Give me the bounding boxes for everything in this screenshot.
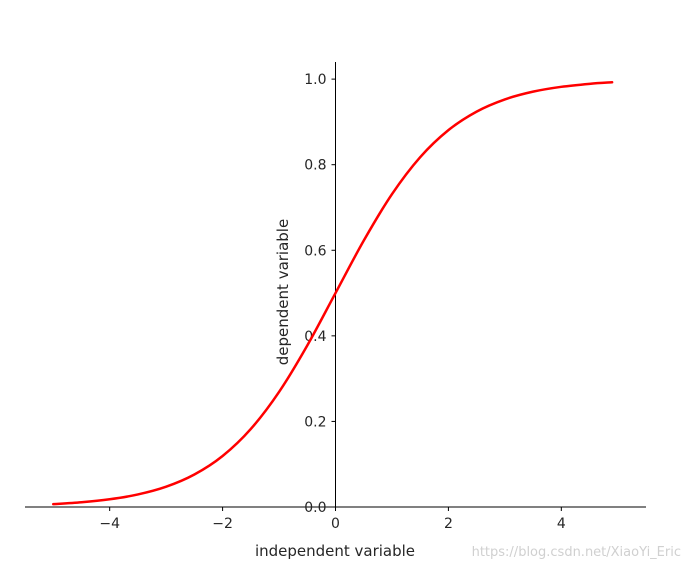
- x-axis-label: independent variable: [255, 542, 415, 560]
- x-tick-label: −2: [212, 516, 233, 532]
- series-layer: [51, 81, 614, 506]
- x-tick-label: 2: [444, 516, 453, 532]
- y-tick-label: 1.0: [304, 72, 326, 88]
- y-tick-label: 0.0: [304, 500, 326, 516]
- watermark-text: https://blog.csdn.net/XiaoYi_Eric: [472, 545, 681, 560]
- y-ticks: 0.00.20.40.60.81.0: [304, 72, 336, 516]
- y-tick-label: 0.8: [304, 158, 326, 174]
- y-axis-label: dependent variable: [274, 219, 292, 365]
- x-tick-label: 4: [557, 516, 566, 532]
- series-line: [51, 81, 614, 506]
- y-tick-label: 0.6: [304, 243, 326, 259]
- x-axis: −4 −2 0 2 4: [25, 506, 646, 532]
- y-axis: 0.00.20.40.60.81.0: [304, 62, 336, 516]
- x-ticks: −4 −2 0 2 4: [99, 507, 566, 532]
- x-tick-label: −4: [99, 516, 120, 532]
- y-tick-label: 0.2: [304, 414, 326, 430]
- x-tick-label: 0: [331, 516, 340, 532]
